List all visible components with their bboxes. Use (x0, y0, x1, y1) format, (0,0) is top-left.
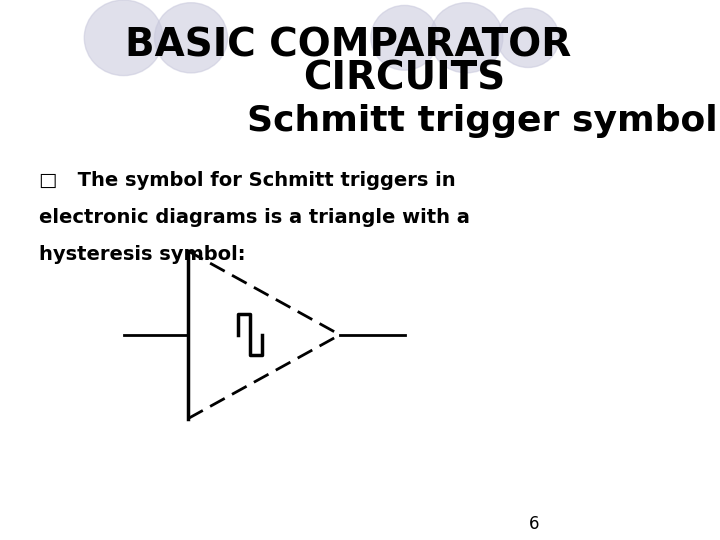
Circle shape (371, 5, 438, 70)
Circle shape (430, 3, 503, 73)
Circle shape (155, 3, 228, 73)
Text: 6: 6 (528, 515, 539, 533)
Text: BASIC COMPARATOR: BASIC COMPARATOR (125, 27, 572, 65)
Text: CIRCUITS: CIRCUITS (303, 59, 505, 97)
Circle shape (84, 0, 163, 76)
Circle shape (498, 8, 559, 68)
Text: Schmitt trigger symbol: Schmitt trigger symbol (247, 105, 718, 138)
Text: hysteresis symbol:: hysteresis symbol: (40, 245, 246, 264)
Text: electronic diagrams is a triangle with a: electronic diagrams is a triangle with a (40, 208, 470, 227)
Text: □   The symbol for Schmitt triggers in: □ The symbol for Schmitt triggers in (40, 171, 456, 191)
